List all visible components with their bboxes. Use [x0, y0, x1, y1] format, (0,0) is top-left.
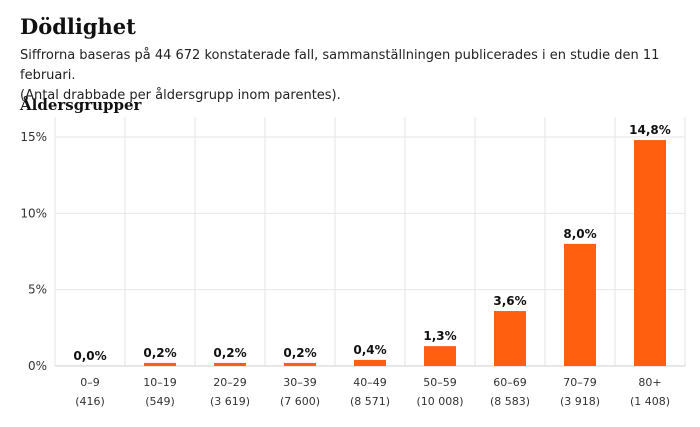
data-label: 14,8%: [629, 123, 671, 137]
subtitle-line-2: (Antal drabbade per åldersgrupp inom par…: [20, 88, 341, 103]
x-tick-label: 0–9: [80, 376, 100, 389]
x-tick-label: 70–79: [563, 376, 597, 389]
page-title: Dödlighet: [20, 14, 136, 39]
section-label: Åldersgrupper: [20, 96, 142, 114]
data-label: 3,6%: [493, 294, 526, 308]
bar: [634, 140, 666, 366]
data-label: 0,2%: [283, 346, 316, 360]
x-tick-label: 80+: [638, 376, 661, 389]
subtitle: Siffrorna baseras på 44 672 konstaterade…: [20, 46, 690, 106]
x-tick-label: 20–29: [213, 376, 247, 389]
bar: [284, 362, 316, 366]
x-tick-label: 40–49: [353, 376, 387, 389]
bar: [494, 311, 526, 366]
x-tick-count: (8 571): [350, 395, 390, 408]
x-tick-count: (10 008): [416, 395, 463, 408]
x-tick-count: (3 918): [560, 395, 600, 408]
x-tick-count: (3 619): [210, 395, 250, 408]
bar: [144, 362, 176, 366]
x-tick-label: 30–39: [283, 376, 317, 389]
x-tick-count: (549): [145, 395, 175, 408]
bar: [564, 243, 596, 366]
bar: [354, 359, 386, 366]
y-tick-label: 5%: [28, 283, 47, 297]
data-label: 8,0%: [563, 227, 596, 241]
x-tick-label: 60–69: [493, 376, 527, 389]
x-tick-label: 10–19: [143, 376, 177, 389]
x-tick-label: 50–59: [423, 376, 457, 389]
data-label: 0,4%: [353, 343, 386, 357]
x-tick-count: (7 600): [280, 395, 320, 408]
x-tick-count: (1 408): [630, 395, 670, 408]
data-label: 0,0%: [73, 349, 106, 363]
y-tick-label: 0%: [28, 359, 47, 373]
bar: [214, 362, 246, 366]
y-tick-label: 10%: [20, 206, 47, 220]
data-label: 0,2%: [143, 346, 176, 360]
y-tick-label: 15%: [20, 130, 47, 144]
x-tick-count: (8 583): [490, 395, 530, 408]
subtitle-line-1: Siffrorna baseras på 44 672 konstaterade…: [20, 48, 660, 83]
data-label: 0,2%: [213, 346, 246, 360]
x-tick-count: (416): [75, 395, 105, 408]
bar: [424, 346, 456, 366]
data-label: 1,3%: [423, 329, 456, 343]
